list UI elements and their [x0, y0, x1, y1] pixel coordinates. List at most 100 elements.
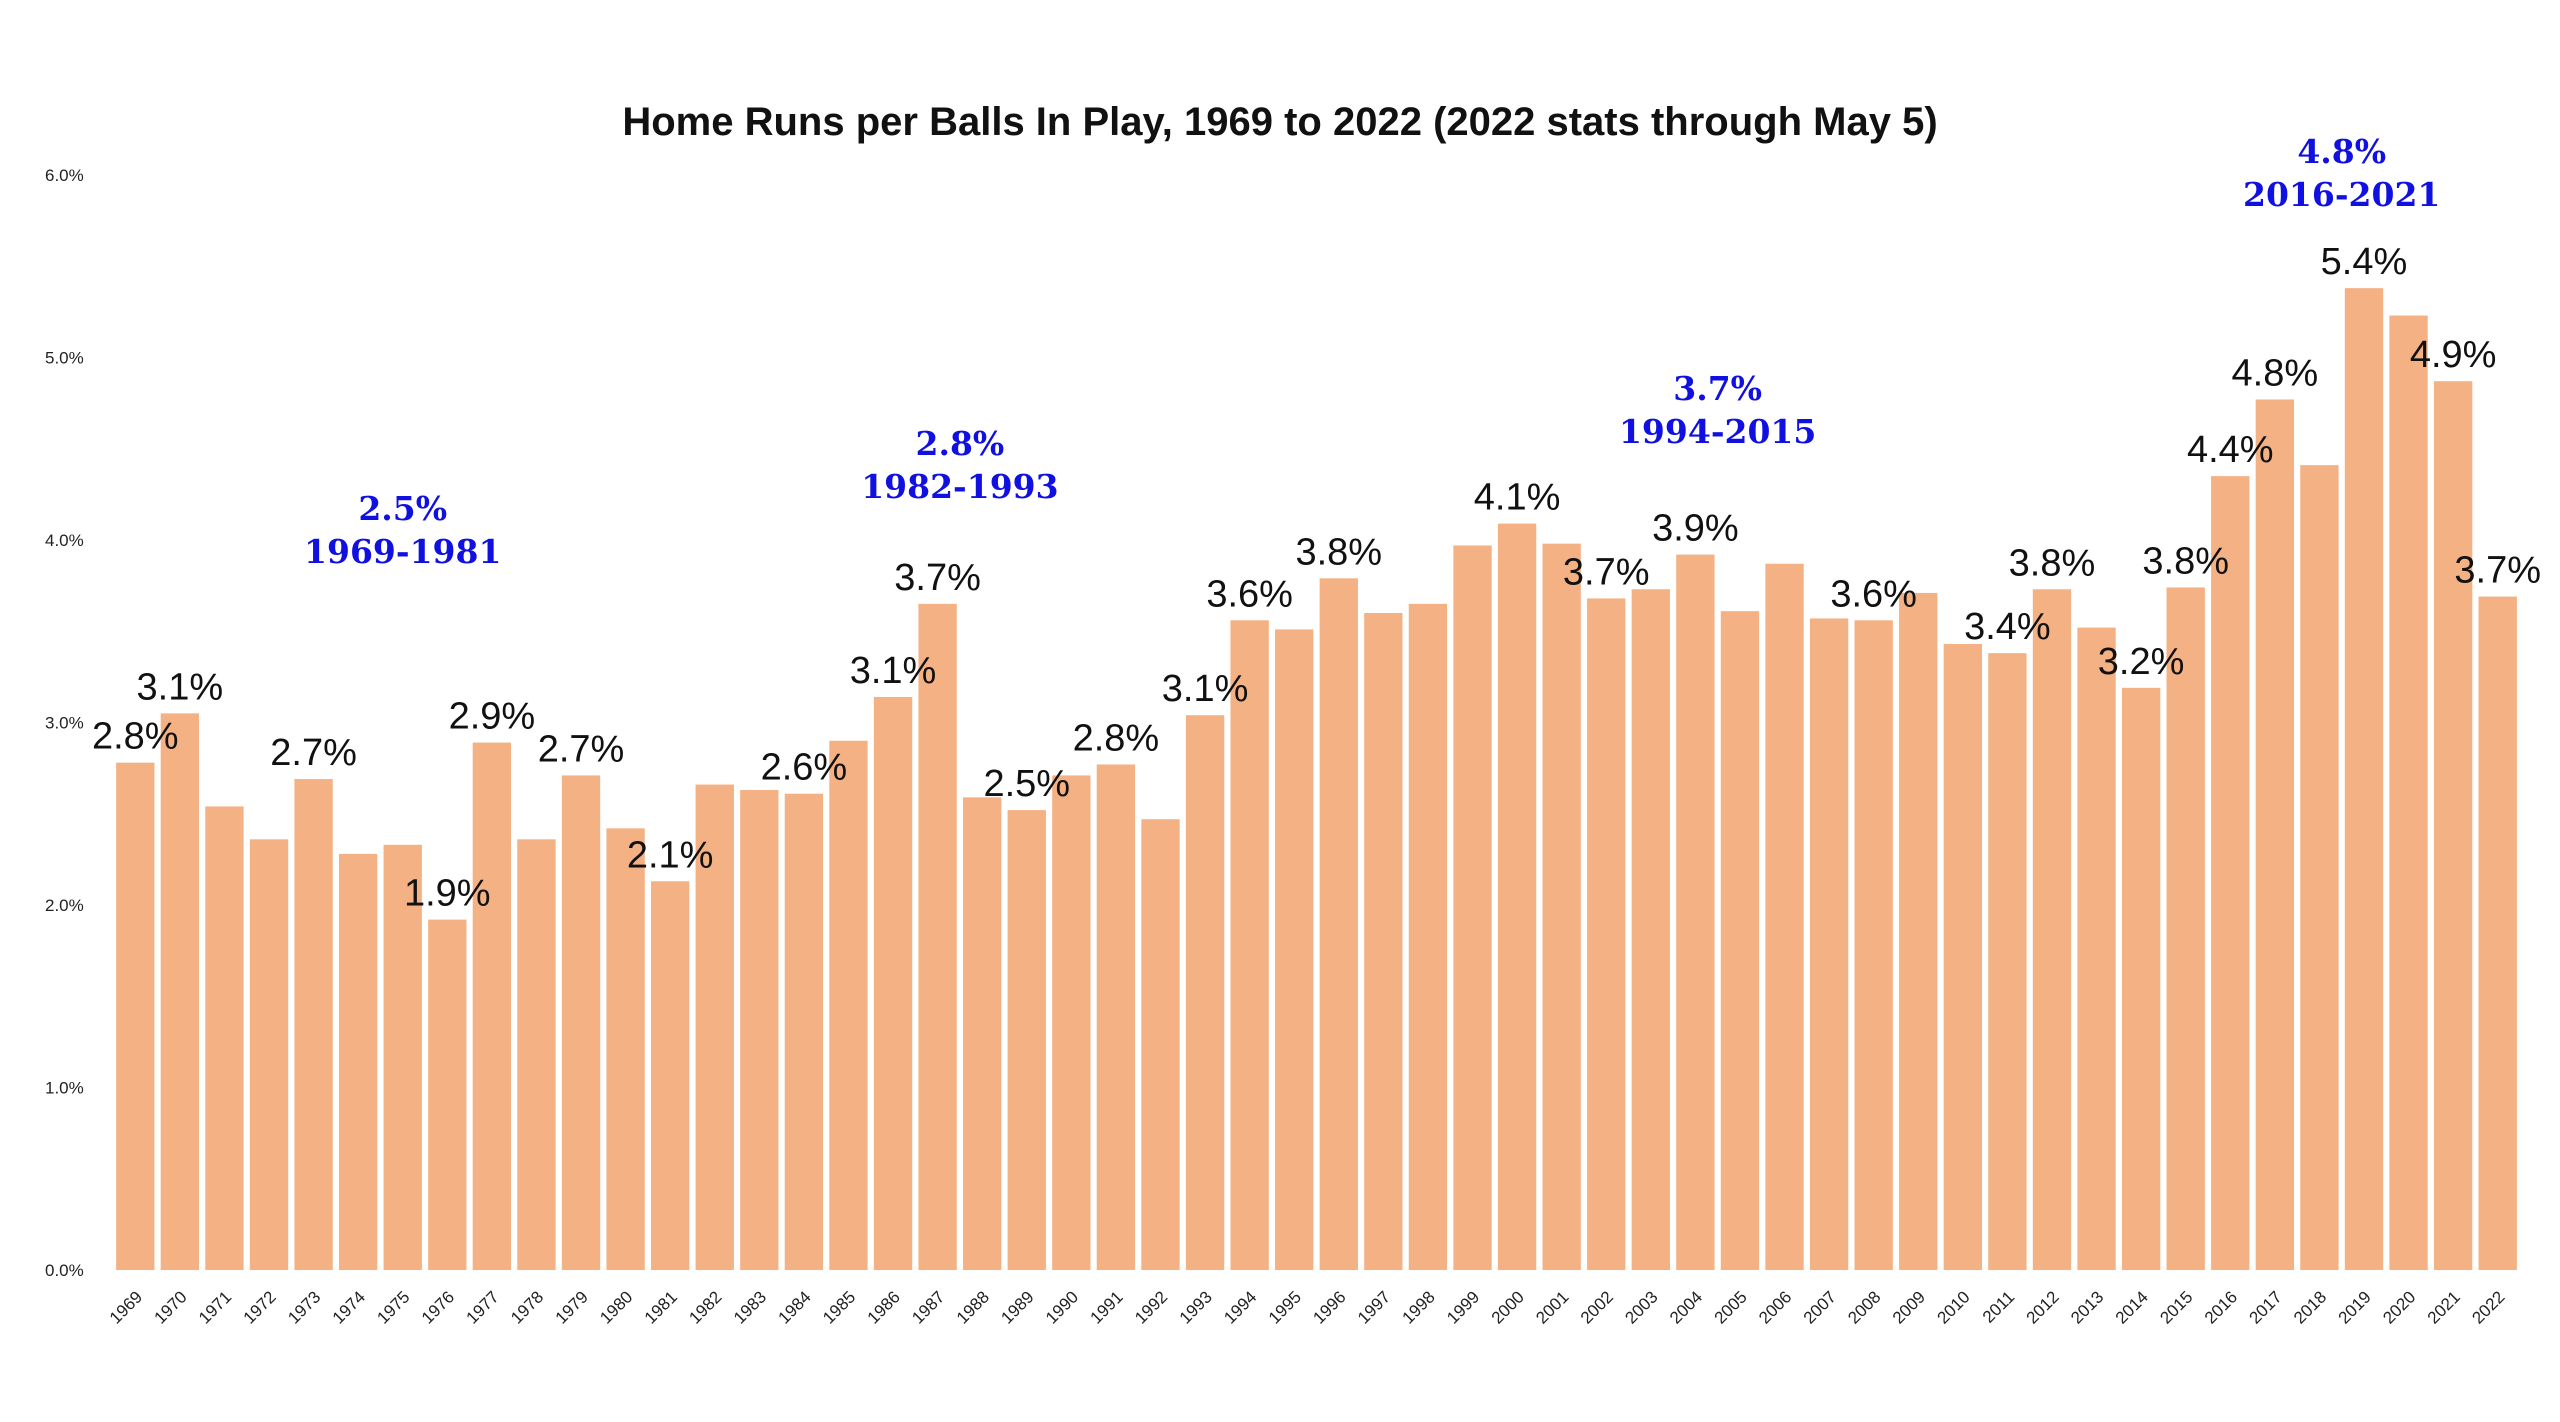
- x-tick-label: 2003: [1621, 1287, 1661, 1327]
- data-label-1973: 2.7%: [270, 732, 357, 774]
- bar-1996: [1319, 578, 1358, 1270]
- bar-2013: [2077, 627, 2116, 1270]
- x-tick-label: 2017: [2245, 1287, 2285, 1327]
- bar-1980: [606, 828, 645, 1270]
- bar-1987: [918, 603, 957, 1270]
- x-tick-label: 2009: [1889, 1287, 1929, 1327]
- bar-1978: [517, 839, 556, 1270]
- x-tick-label: 1970: [151, 1287, 191, 1327]
- x-tick-label: 2007: [1800, 1287, 1840, 1327]
- period-range: 2016-2021: [2243, 175, 2440, 214]
- x-tick-label: 2004: [1666, 1287, 1706, 1327]
- x-tick-label: 2010: [1933, 1287, 1973, 1327]
- x-tick-label: 1969: [106, 1287, 146, 1327]
- x-tick-label: 1988: [953, 1287, 993, 1327]
- data-label-1977: 2.9%: [449, 696, 536, 738]
- data-label-1984: 2.6%: [761, 747, 848, 789]
- x-tick-label: 1998: [1399, 1287, 1439, 1327]
- data-label-2008: 3.6%: [1830, 573, 1917, 615]
- x-tick-label: 2006: [1755, 1287, 1795, 1327]
- x-tick-label: 1971: [195, 1287, 235, 1327]
- period-average: 2.5%: [358, 489, 447, 528]
- bar-2011: [1988, 653, 2027, 1270]
- bar-1983: [740, 790, 779, 1270]
- data-label-2011: 3.4%: [1964, 606, 2051, 648]
- data-label-2017: 4.8%: [2232, 352, 2319, 394]
- bar-1998: [1408, 603, 1448, 1270]
- bar-2021: [2433, 381, 2473, 1271]
- bar-2002: [1587, 598, 1626, 1270]
- bar-1997: [1364, 613, 1403, 1270]
- bar-2022: [2478, 596, 2517, 1270]
- bar-2005: [1720, 611, 1760, 1270]
- bar-1995: [1275, 629, 1314, 1270]
- bar-2012: [2032, 589, 2072, 1270]
- y-tick-label: 4.0%: [45, 531, 84, 550]
- x-tick-label: 2012: [2023, 1287, 2063, 1327]
- bar-1988: [963, 797, 1002, 1270]
- x-tick-label: 1978: [507, 1287, 547, 1327]
- bar-2015: [2166, 587, 2205, 1270]
- bar-2001: [1542, 543, 1581, 1270]
- x-tick-label: 1993: [1176, 1287, 1216, 1327]
- x-tick-label: 2019: [2335, 1287, 2375, 1327]
- x-tick-label: 1992: [1131, 1287, 1171, 1327]
- x-axis-ticks: 1969 1970 1971 1972 1973 1974 1975 1976 1977 1978…: [106, 1287, 2509, 1327]
- bar-1981: [651, 881, 690, 1270]
- chart-title: Home Runs per Balls In Play, 1969 to 202…: [622, 100, 1937, 144]
- bar-1992: [1141, 819, 1180, 1270]
- bar-1973: [294, 779, 333, 1270]
- y-tick-label: 0.0%: [45, 1261, 84, 1280]
- x-tick-label: 1972: [240, 1287, 280, 1327]
- bar-1970: [160, 713, 200, 1270]
- data-label-1996: 3.8%: [1295, 531, 1382, 573]
- data-label-1989: 2.5%: [983, 763, 1070, 805]
- data-label-1994: 3.6%: [1206, 573, 1293, 615]
- x-tick-label: 2020: [2379, 1287, 2419, 1327]
- period-range: 1982-1993: [861, 467, 1058, 506]
- bar-2006: [1765, 563, 1804, 1270]
- x-tick-label: 1973: [284, 1287, 324, 1327]
- y-tick-label: 3.0%: [45, 714, 84, 733]
- bar-1977: [472, 742, 512, 1270]
- bar-1993: [1185, 715, 1225, 1270]
- data-label-1986: 3.1%: [850, 650, 937, 692]
- bar-2004: [1676, 554, 1715, 1270]
- x-tick-label: 1976: [418, 1287, 458, 1327]
- bars: [116, 288, 2517, 1271]
- x-tick-label: 1999: [1443, 1287, 1483, 1327]
- x-tick-label: 2002: [1577, 1287, 1617, 1327]
- x-tick-label: 1990: [1042, 1287, 1082, 1327]
- bar-1989: [1007, 810, 1046, 1270]
- bar-1990: [1052, 775, 1091, 1270]
- x-tick-label: 1974: [329, 1287, 369, 1327]
- bar-1974: [338, 853, 378, 1270]
- x-tick-label: 1981: [641, 1287, 681, 1327]
- bar-1976: [428, 919, 467, 1270]
- period-average: 3.7%: [1673, 369, 1762, 408]
- data-label-2022: 3.7%: [2454, 550, 2541, 592]
- bar-2019: [2344, 288, 2384, 1270]
- data-label-1991: 2.8%: [1073, 717, 1160, 759]
- data-label-1979: 2.7%: [538, 728, 625, 770]
- data-label-2015: 3.8%: [2142, 540, 2229, 582]
- x-tick-label: 1989: [997, 1287, 1037, 1327]
- x-tick-label: 1997: [1354, 1287, 1394, 1327]
- bar-2003: [1631, 589, 1670, 1270]
- bar-2009: [1899, 592, 1938, 1270]
- bar-1986: [873, 696, 913, 1270]
- period-average: 4.8%: [2297, 132, 2386, 171]
- bar-2008: [1854, 620, 1893, 1270]
- data-label-1987: 3.7%: [894, 557, 981, 599]
- x-tick-label: 2015: [2156, 1287, 2196, 1327]
- bar-2010: [1943, 644, 1982, 1270]
- x-tick-label: 1982: [685, 1287, 725, 1327]
- data-label-2016: 4.4%: [2187, 429, 2274, 471]
- x-tick-label: 1991: [1087, 1287, 1127, 1327]
- x-tick-label: 2021: [2424, 1287, 2464, 1327]
- bar-1985: [829, 740, 868, 1270]
- bar-2016: [2211, 476, 2250, 1270]
- x-tick-label: 1986: [864, 1287, 904, 1327]
- data-labels: 2.8%3.1%2.7%1.9%2.9%2.7%2.1%2.6%3.1%3.7%…: [92, 241, 2541, 914]
